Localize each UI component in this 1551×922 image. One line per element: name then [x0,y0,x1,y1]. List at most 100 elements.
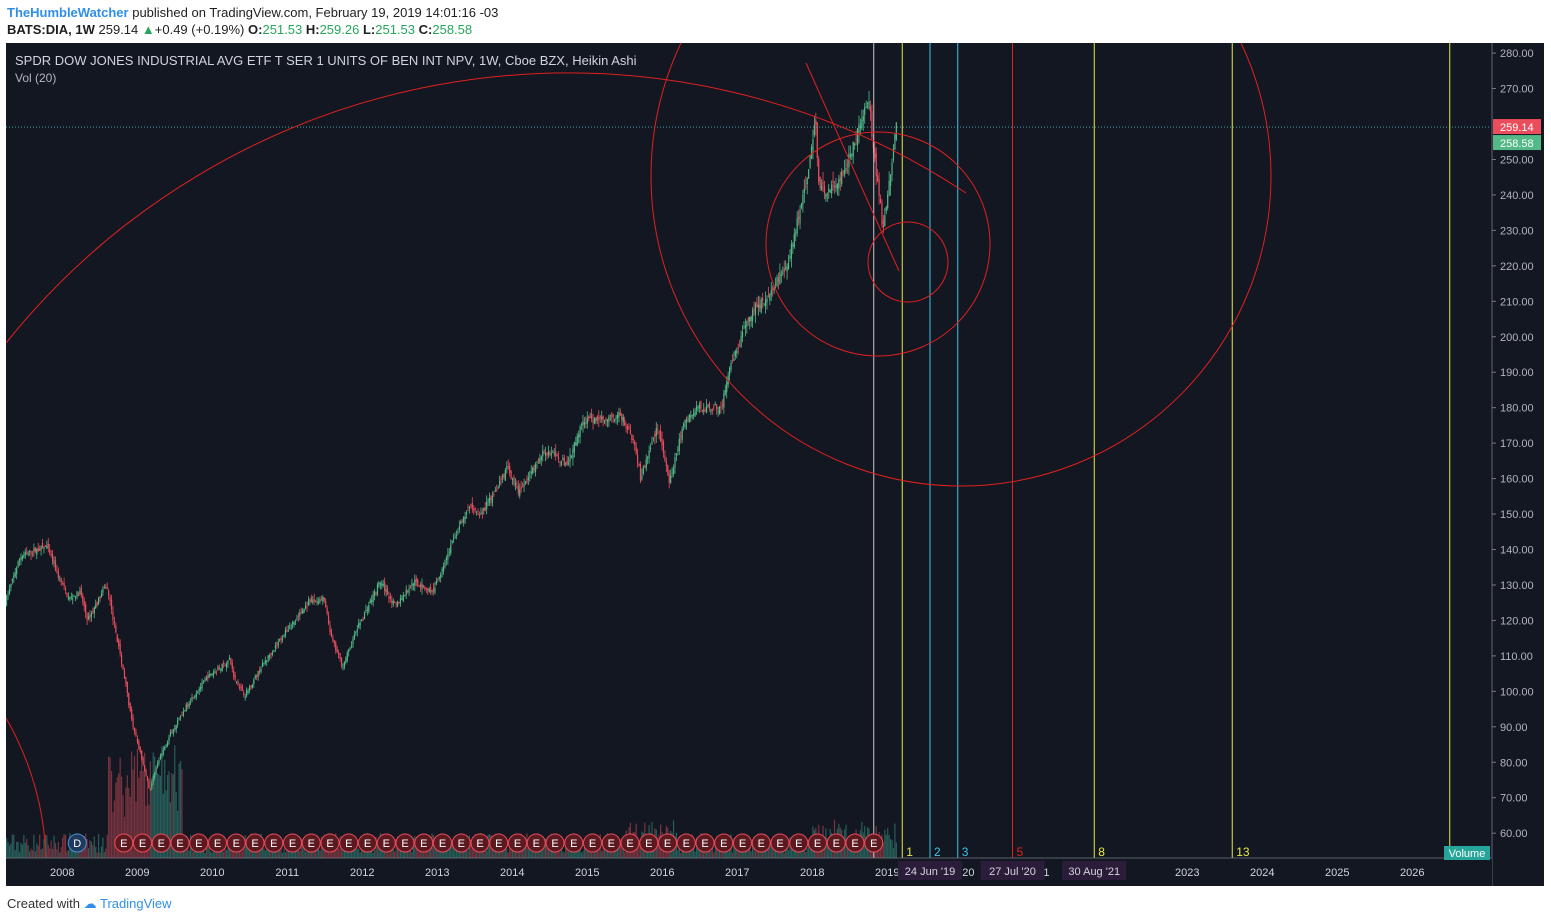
volume-bar [131,751,133,858]
volume-bar [713,852,715,858]
candle-body [145,769,147,776]
volume-bar [228,845,230,858]
candle-body [774,283,777,285]
volume-bar [618,842,620,858]
volume-bar [248,846,251,858]
volume-bar [714,846,716,858]
volume-bar [36,843,38,858]
volume-bar [473,843,475,858]
volume-bar [540,846,542,858]
candle-body [382,584,384,586]
candle-body [662,441,665,454]
candle-body [894,134,896,150]
volume-bar [401,850,403,858]
volume-bar [785,845,787,858]
volume-bar [787,850,790,858]
candle-body [556,454,558,456]
candle-body [448,551,450,553]
candle-body [211,674,213,676]
volume-bar [143,752,146,858]
candle-body [99,596,101,599]
volume-bar [891,840,893,858]
candle-body [457,531,459,534]
earnings-marker [376,833,396,853]
candle-body [70,596,72,599]
candle-body [414,579,416,586]
volume-bar [169,802,172,858]
axes-layer: 280.00270.00250.00240.00230.00220.00210.… [6,43,1544,886]
candle-body [658,431,660,433]
volume-bar [683,851,685,858]
candle-body [743,327,745,329]
candle-body [161,753,163,756]
volume-bar [361,844,363,858]
volume-bar [763,846,765,858]
low-label: L: [362,22,376,37]
volume-bar [372,852,374,858]
candle-body [481,511,483,514]
candle-body [815,119,817,125]
candle-body [605,418,607,421]
time-tick-label: 2024 [1250,867,1274,879]
date-tag-label: 27 Jul '20 [989,866,1036,878]
candle-body [302,610,304,614]
price-tick-label: 240.00 [1500,190,1534,202]
volume-bar [353,845,356,858]
price-chart[interactable]: 123581321 DEEEEEEEEEEEEEEEEEEEEEEEEEEEEE… [5,0,1544,886]
candle-body [333,640,335,644]
candle-body [499,480,501,485]
candle-body [760,299,762,313]
candle-body [464,516,466,519]
volume-bar [211,852,213,858]
candle-body [299,612,301,616]
candle-body [366,609,368,611]
candle-body [708,403,711,409]
candle-body [133,727,136,732]
chart-pane[interactable]: 123581321 DEEEEEEEEEEEEEEEEEEEEEEEEEEEEE… [5,0,1544,886]
volume-bar [884,829,886,858]
volume-bar [93,836,95,858]
candle-body [427,588,429,591]
candle-body [599,416,601,418]
candle-body [310,597,312,603]
earnings-marker [226,833,246,853]
candle-body [250,685,252,688]
candle-body [336,649,338,653]
candle-body [477,513,479,515]
volume-tag-label: Volume [1449,848,1486,860]
volume-bar [56,849,58,858]
volume-bar [241,851,243,858]
volume-bar [97,834,100,858]
candle-body [641,475,643,480]
volume-bar [187,844,189,858]
candle-body [313,598,315,602]
candle-body [246,690,248,696]
volume-bar [26,838,28,858]
candle-body [346,652,348,661]
candle-body [320,599,322,601]
time-tick-label: 2014 [500,867,524,879]
candle-body [648,450,650,458]
candle-body [572,448,574,459]
candle-body [97,597,100,605]
volume-bar [887,828,889,858]
candle-body [50,553,52,556]
volume-bar [106,834,108,858]
candle-body [503,473,505,478]
volume-bar [141,750,143,858]
author-link[interactable]: TheHumbleWatcher [7,5,129,20]
candle-body [688,414,690,423]
time-tick-label: 2025 [1325,867,1349,879]
candle-body [100,593,103,598]
candle-body [812,139,814,151]
candle-body [26,552,28,554]
candle-body [64,588,67,591]
candle-body [684,419,686,428]
candle-body [110,599,113,610]
tradingview-brand[interactable]: TradingView [100,896,172,911]
candle-body [852,141,854,157]
earnings-marker-label: E [233,838,240,850]
candle-body [730,362,732,370]
candle-body [425,587,427,589]
volume-bar [851,847,853,858]
